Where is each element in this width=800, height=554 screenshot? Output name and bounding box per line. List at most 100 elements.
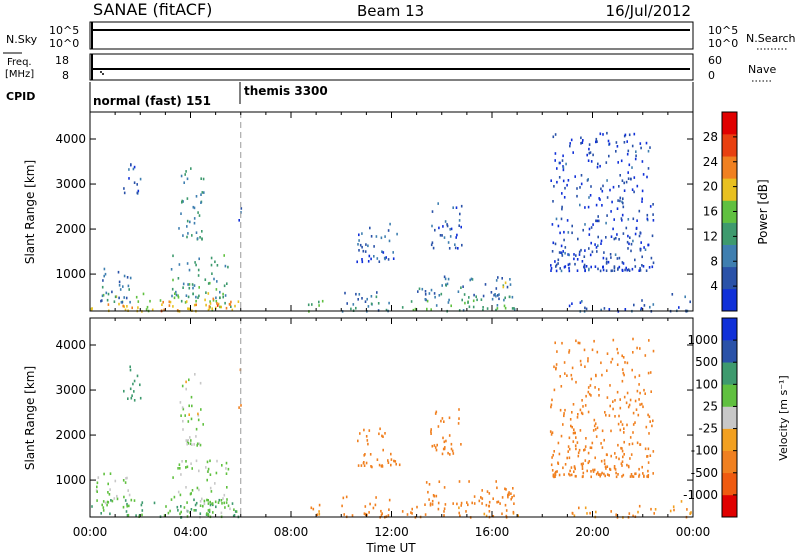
colorbar-tick-label: -100 — [691, 444, 718, 458]
echo-cell — [652, 472, 654, 475]
echo-cell — [579, 301, 582, 304]
echo-cell — [593, 424, 596, 428]
echo-cell — [387, 258, 390, 261]
echo-cell — [180, 510, 182, 514]
echo-cell — [120, 301, 123, 304]
echo-cell — [226, 282, 228, 285]
echo-cell — [185, 380, 187, 384]
echo-cell — [589, 446, 592, 449]
echo-cell — [387, 459, 389, 462]
echo-cell — [557, 462, 560, 465]
echo-cell — [172, 305, 174, 308]
echo-cell — [486, 490, 489, 493]
echo-cell — [385, 308, 388, 312]
echo-cell — [496, 307, 499, 310]
echo-cell — [596, 250, 598, 253]
echo-cell — [421, 287, 424, 291]
echo-cell — [132, 167, 135, 171]
echo-cell — [615, 471, 617, 475]
echo-cell — [109, 472, 112, 475]
echo-cell — [211, 309, 214, 312]
echo-cell — [579, 186, 581, 189]
echo-cell — [485, 503, 488, 507]
echo-cell — [613, 465, 616, 468]
echo-cell — [608, 414, 611, 417]
echo-cell — [621, 475, 623, 478]
echo-cell — [488, 500, 491, 504]
echo-cell — [177, 296, 180, 299]
echo-cell — [107, 491, 109, 494]
echo-cell — [509, 278, 511, 281]
echo-cell — [625, 180, 628, 184]
echo-cell — [570, 138, 573, 142]
echo-cell — [647, 413, 649, 417]
echo-cell — [617, 473, 619, 476]
echo-cell — [357, 464, 360, 467]
echo-cell — [550, 463, 553, 467]
echo-cell — [209, 300, 211, 303]
echo-cell — [641, 255, 643, 259]
echo-cell — [195, 435, 197, 438]
echo-cell — [441, 452, 444, 456]
echo-cell — [623, 453, 625, 456]
colorbar-tick-label: 4 — [710, 279, 718, 293]
echo-cell — [128, 504, 130, 508]
echo-cell — [224, 301, 226, 305]
echo-cell — [646, 175, 648, 179]
echo-cell — [587, 390, 590, 394]
echo-cell — [367, 260, 370, 263]
echo-cell — [636, 219, 638, 222]
echo-cell — [584, 206, 586, 209]
echo-cell — [561, 192, 563, 195]
echo-cell — [632, 217, 635, 221]
echo-cell — [590, 226, 593, 229]
echo-cell — [553, 185, 555, 188]
echo-cell — [604, 411, 606, 414]
echo-cell — [224, 506, 226, 509]
echo-cell — [605, 236, 607, 239]
echo-cell — [358, 249, 360, 252]
echo-cell — [550, 267, 553, 270]
echo-cell — [446, 282, 449, 286]
echo-cell — [416, 505, 418, 509]
echo-cell — [622, 197, 624, 200]
echo-cell — [193, 221, 196, 225]
echo-cell — [503, 298, 505, 302]
echo-cell — [361, 258, 363, 261]
echo-cell — [108, 493, 111, 496]
echo-cell — [457, 290, 460, 293]
echo-cell — [177, 490, 180, 494]
echo-cell — [641, 264, 643, 267]
echo-cell — [506, 285, 509, 289]
echo-cell — [631, 442, 634, 446]
echo-cell — [238, 219, 240, 222]
y-tick-label: 4000 — [55, 338, 86, 352]
echo-cell — [358, 233, 360, 237]
echo-cell — [318, 510, 320, 513]
echo-cell — [370, 295, 373, 298]
echo-cell — [182, 234, 184, 237]
echo-cell — [234, 510, 237, 513]
echo-cell — [504, 306, 507, 310]
echo-cell — [182, 419, 184, 423]
echo-cell — [225, 501, 228, 504]
echo-cell — [622, 232, 625, 235]
echo-cell — [553, 450, 555, 453]
echo-cell — [197, 414, 200, 417]
echo-cell — [607, 260, 610, 264]
echo-cell — [622, 371, 625, 375]
echo-cell — [584, 448, 586, 451]
echo-cell — [177, 294, 179, 297]
echo-cell — [497, 276, 499, 279]
echo-cell — [617, 443, 619, 447]
echo-cell — [601, 429, 604, 433]
echo-cell — [122, 505, 125, 509]
echo-cell — [380, 509, 382, 513]
echo-cell — [595, 246, 598, 249]
echo-cell — [588, 460, 591, 463]
echo-cell — [598, 394, 600, 397]
echo-cell — [621, 447, 623, 450]
echo-cell — [584, 404, 587, 407]
echo-cell — [460, 443, 462, 446]
echo-cell — [562, 466, 564, 470]
